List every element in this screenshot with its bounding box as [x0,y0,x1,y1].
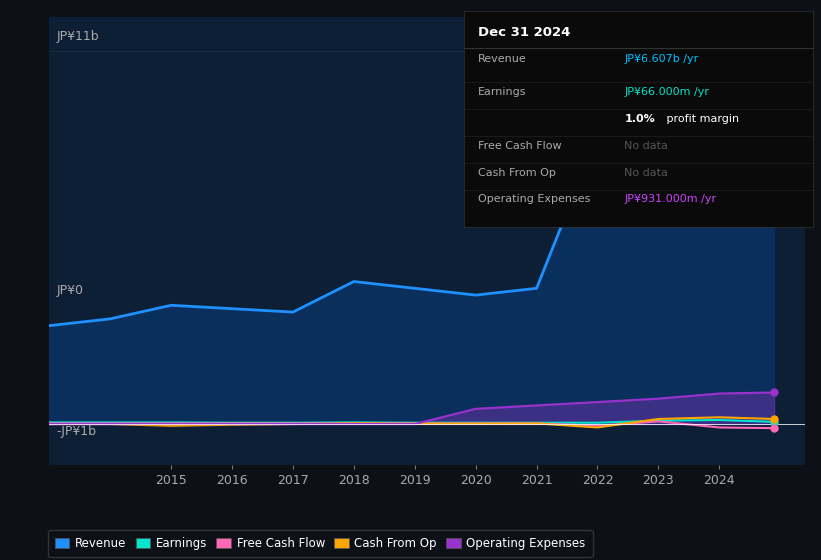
Text: JP¥66.000m /yr: JP¥66.000m /yr [624,87,709,97]
Text: JP¥0: JP¥0 [57,283,84,297]
Text: -JP¥1b: -JP¥1b [57,425,97,438]
Text: Free Cash Flow: Free Cash Flow [478,141,562,151]
Text: No data: No data [624,141,668,151]
Text: Earnings: Earnings [478,87,526,97]
Text: 1.0%: 1.0% [624,114,655,124]
Text: JP¥931.000m /yr: JP¥931.000m /yr [624,194,717,204]
Text: No data: No data [624,167,668,178]
Text: JP¥11b: JP¥11b [57,30,99,43]
Text: Revenue: Revenue [478,54,526,64]
Text: Operating Expenses: Operating Expenses [478,194,590,204]
Text: profit margin: profit margin [663,114,739,124]
Text: JP¥6.607b /yr: JP¥6.607b /yr [624,54,699,64]
Legend: Revenue, Earnings, Free Cash Flow, Cash From Op, Operating Expenses: Revenue, Earnings, Free Cash Flow, Cash … [48,530,593,557]
Text: Cash From Op: Cash From Op [478,167,556,178]
Text: Dec 31 2024: Dec 31 2024 [478,26,571,39]
